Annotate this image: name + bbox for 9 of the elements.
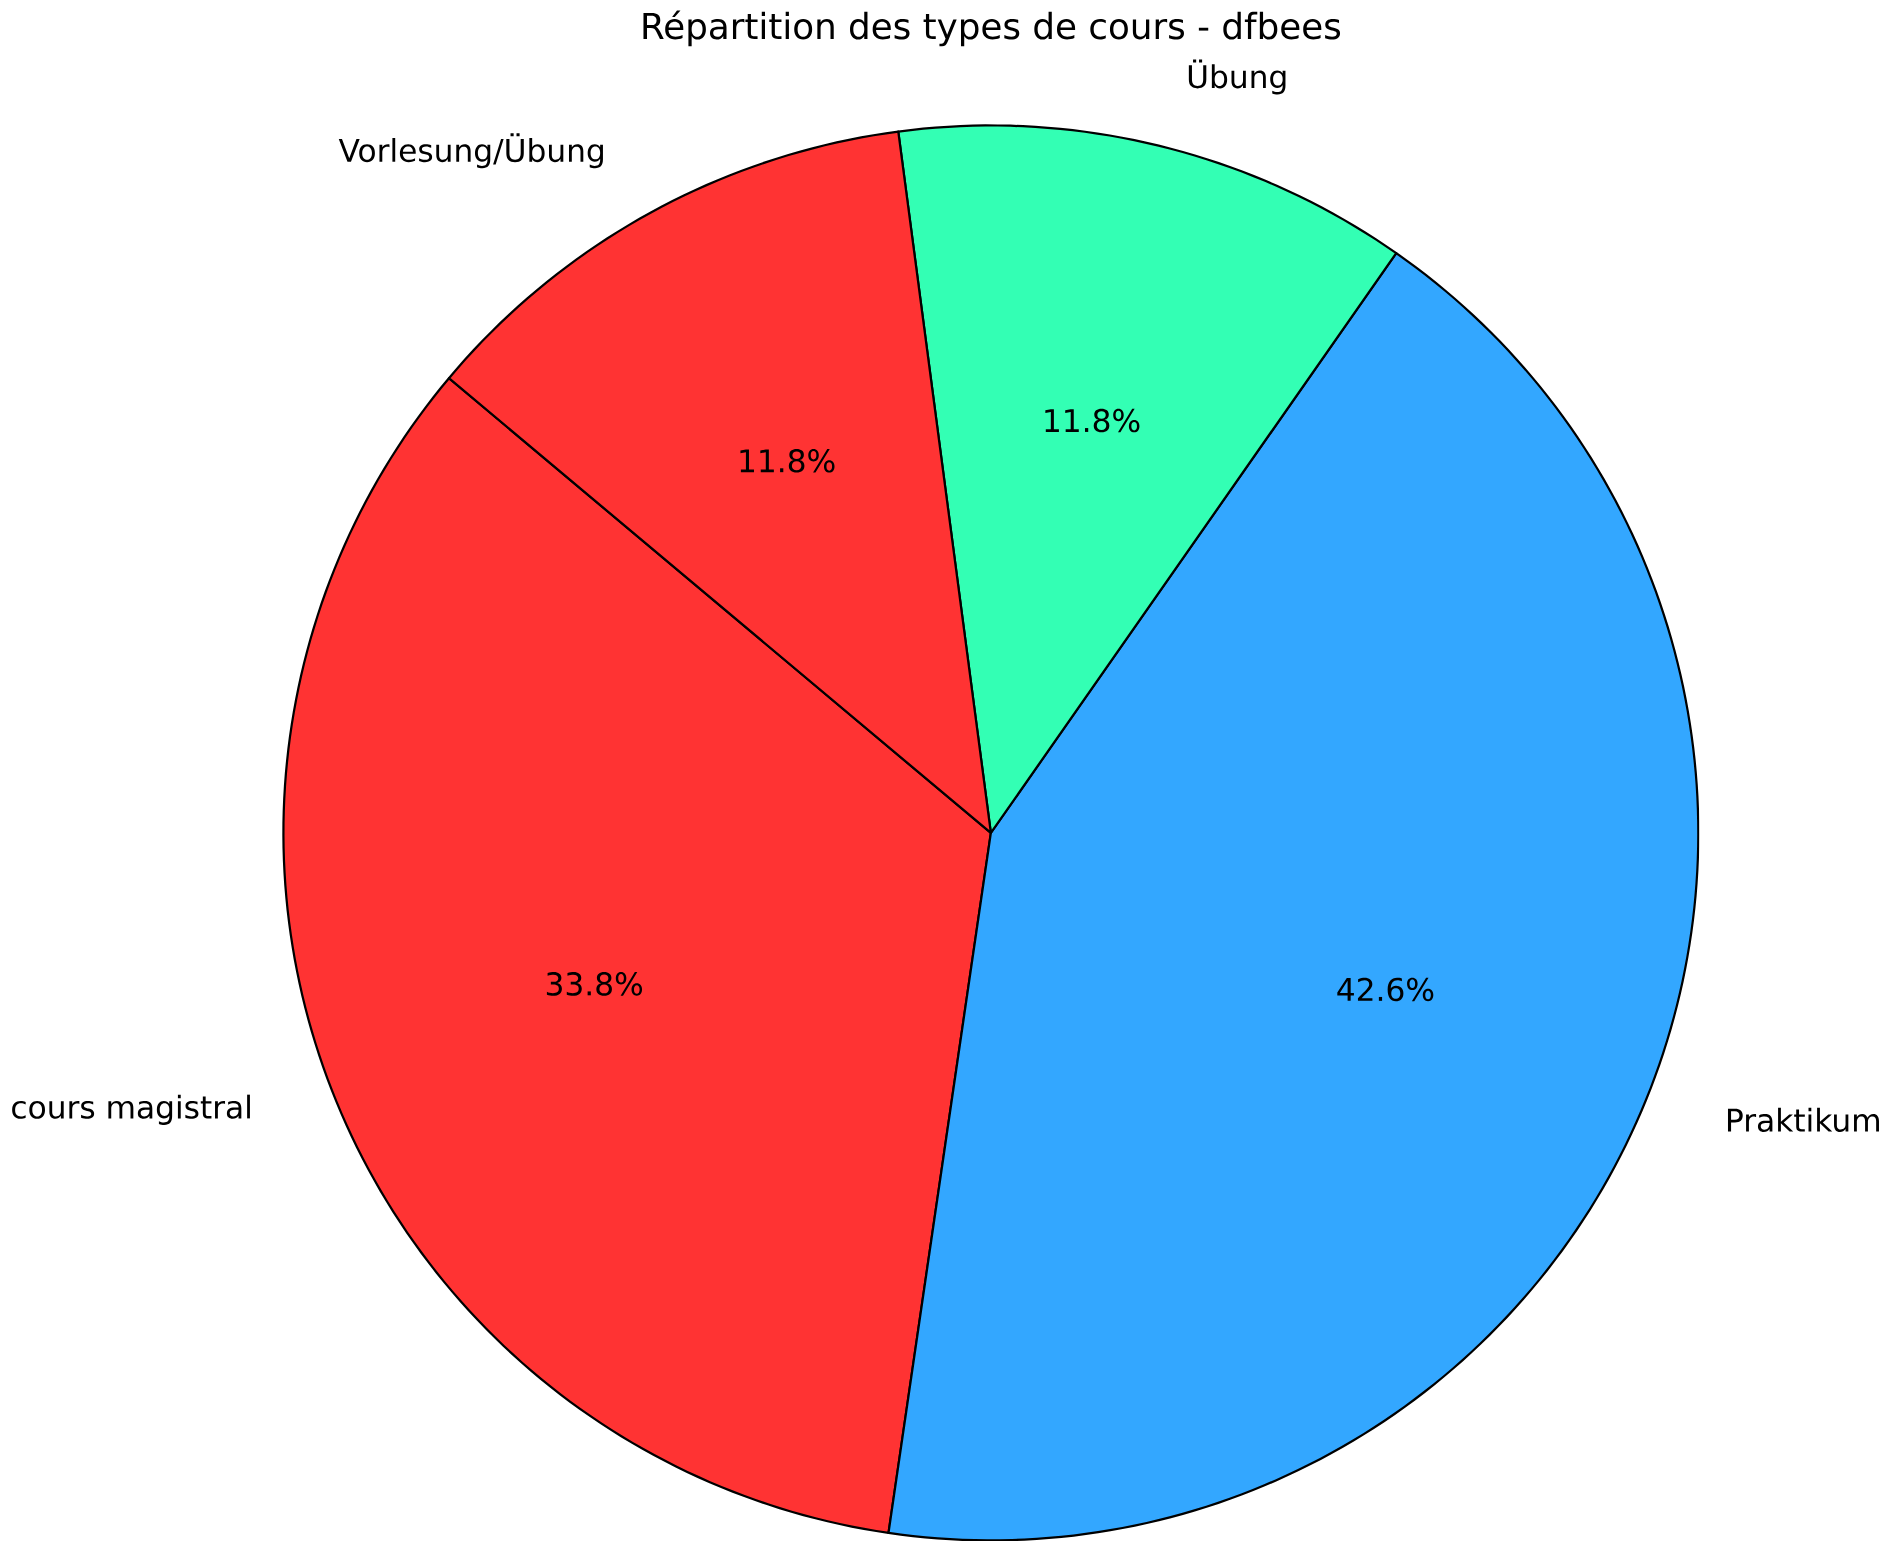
data-label: 42.6%: [1337, 977, 1434, 1002]
chart-title: Répartition des types de cours - dfbees: [643, 10, 1341, 47]
slice-label: Praktikum: [1727, 1107, 1879, 1132]
slice-label: Übung: [1188, 59, 1286, 95]
data-label: 33.8%: [546, 971, 643, 996]
slice-label: Vorlesung/Übung: [338, 132, 603, 168]
data-label: 11.8%: [740, 448, 835, 473]
slice-label: cours magistral: [12, 1094, 250, 1125]
data-label: 11.8%: [1045, 408, 1140, 433]
